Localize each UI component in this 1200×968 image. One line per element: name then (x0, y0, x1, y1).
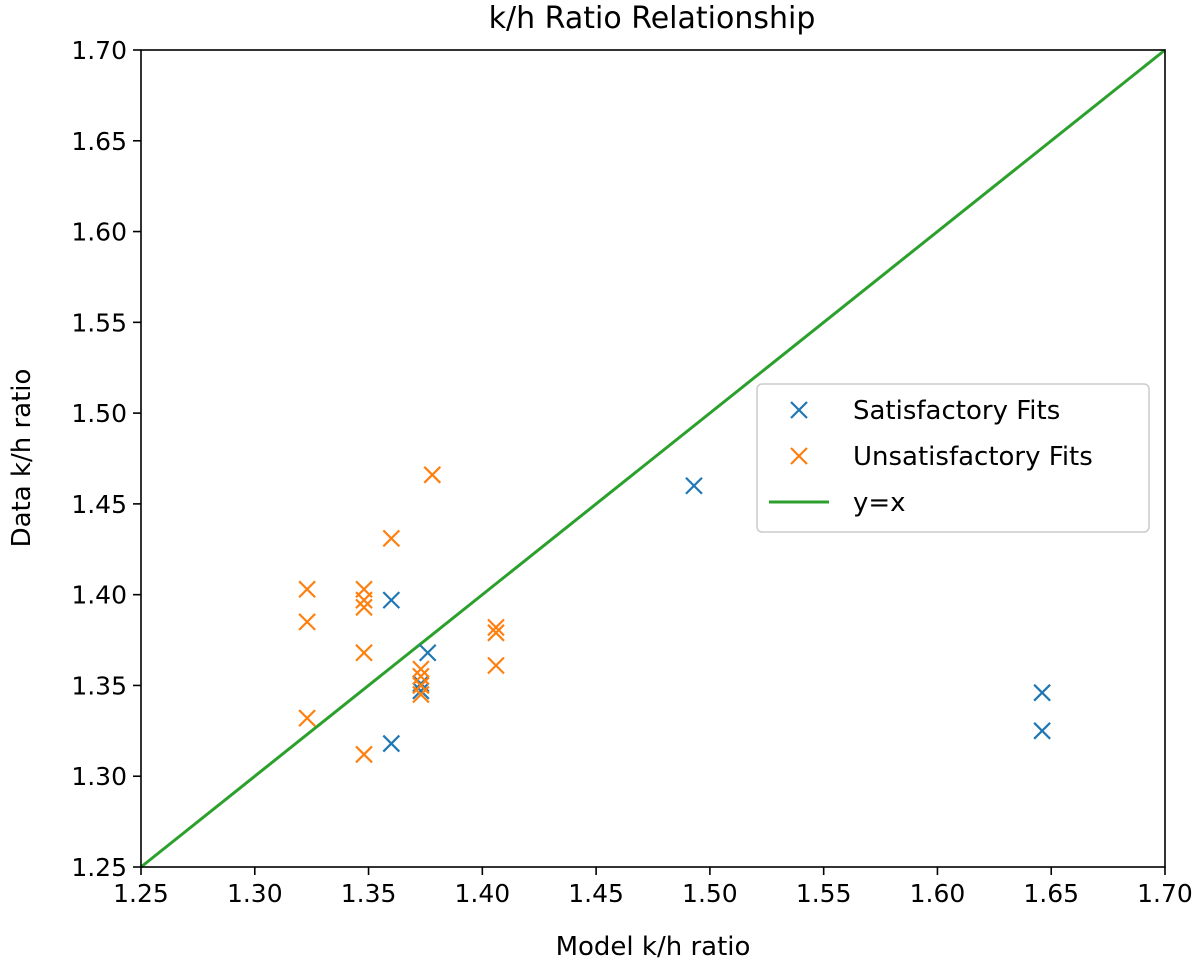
y-tick-label: 1.60 (71, 218, 127, 247)
satisfactory-point (685, 476, 703, 495)
unsatisfactory-point (412, 676, 430, 695)
points-layer (298, 466, 1051, 764)
chart-title: k/h Ratio Relationship (489, 1, 816, 36)
x-tick-label: 1.60 (910, 879, 966, 908)
y-tick-label: 1.55 (71, 308, 127, 337)
y-tick-label: 1.50 (71, 399, 127, 428)
x-axis-label: Model k/h ratio (556, 932, 751, 962)
unsatisfactory-point (355, 598, 373, 617)
unsatisfactory-point (412, 667, 430, 686)
unsatisfactory-point (298, 613, 316, 631)
legend-label-satisfactory-fits: Satisfactory Fits (853, 396, 1060, 426)
x-tick-label: 1.35 (341, 879, 397, 908)
legend-marker-swatch (790, 401, 808, 419)
unsatisfactory-point (487, 624, 505, 642)
y-tick-label: 1.45 (71, 490, 127, 519)
x-tick-label: 1.40 (454, 879, 510, 908)
x-tick-label: 1.65 (1023, 879, 1079, 908)
unsatisfactory-point (355, 745, 373, 764)
unsatisfactory-point (298, 580, 316, 598)
plot-frame (140, 49, 1166, 868)
unsatisfactory-point (487, 618, 505, 637)
unsatisfactory-point (412, 660, 430, 678)
unsatisfactory-point (355, 643, 373, 662)
x-tick-label: 1.25 (113, 879, 169, 908)
legend-frame (756, 383, 1150, 533)
y-tick-label: 1.40 (71, 581, 127, 610)
y-tick-label: 1.25 (71, 853, 127, 882)
x-axis: 1.25 1.30 1.35 1.40 1.45 1.50 1.55 1.60 1.65 1.70 (113, 867, 1193, 908)
y-axis: 1.25 1.30 1.35 1.40 1.45 1.50 1.55 1.60 1.65 1.70 (71, 36, 141, 882)
legend-label-unsatisfactory-fits: Unsatisfactory Fits (853, 442, 1093, 472)
satisfactory-point (412, 682, 430, 700)
x-tick-label: 1.50 (682, 879, 738, 908)
unsatisfactory-point (487, 656, 505, 675)
x-tick-label: 1.70 (1137, 879, 1193, 908)
unsatisfactory-point (412, 685, 430, 704)
y-axis-label: Data k/h ratio (7, 369, 37, 548)
unsatisfactory-point (355, 591, 373, 609)
satisfactory-point (1033, 722, 1051, 740)
unsatisfactory-point (423, 466, 442, 484)
legend-label-y-x: y=x (853, 488, 906, 518)
legend: Satisfactory Fits Unsatisfactory Fits y=x (756, 383, 1150, 533)
satisfactory-point (418, 643, 437, 662)
identity-line-layer (140, 48, 1166, 869)
x-tick-label: 1.45 (568, 879, 624, 908)
y-tick-label: 1.30 (71, 762, 127, 791)
y-tick-label: 1.70 (71, 36, 127, 65)
x-tick-label: 1.55 (796, 879, 852, 908)
y-tick-label: 1.65 (71, 127, 127, 156)
x-tick-label: 1.30 (227, 879, 283, 908)
satisfactory-point (1033, 683, 1051, 702)
identity-line (140, 48, 1166, 869)
satisfactory-point (382, 734, 401, 753)
unsatisfactory-point (382, 529, 401, 548)
y-tick-label: 1.35 (71, 671, 127, 700)
legend-marker-swatch (790, 447, 808, 465)
unsatisfactory-point (298, 709, 316, 727)
satisfactory-point (382, 591, 401, 609)
